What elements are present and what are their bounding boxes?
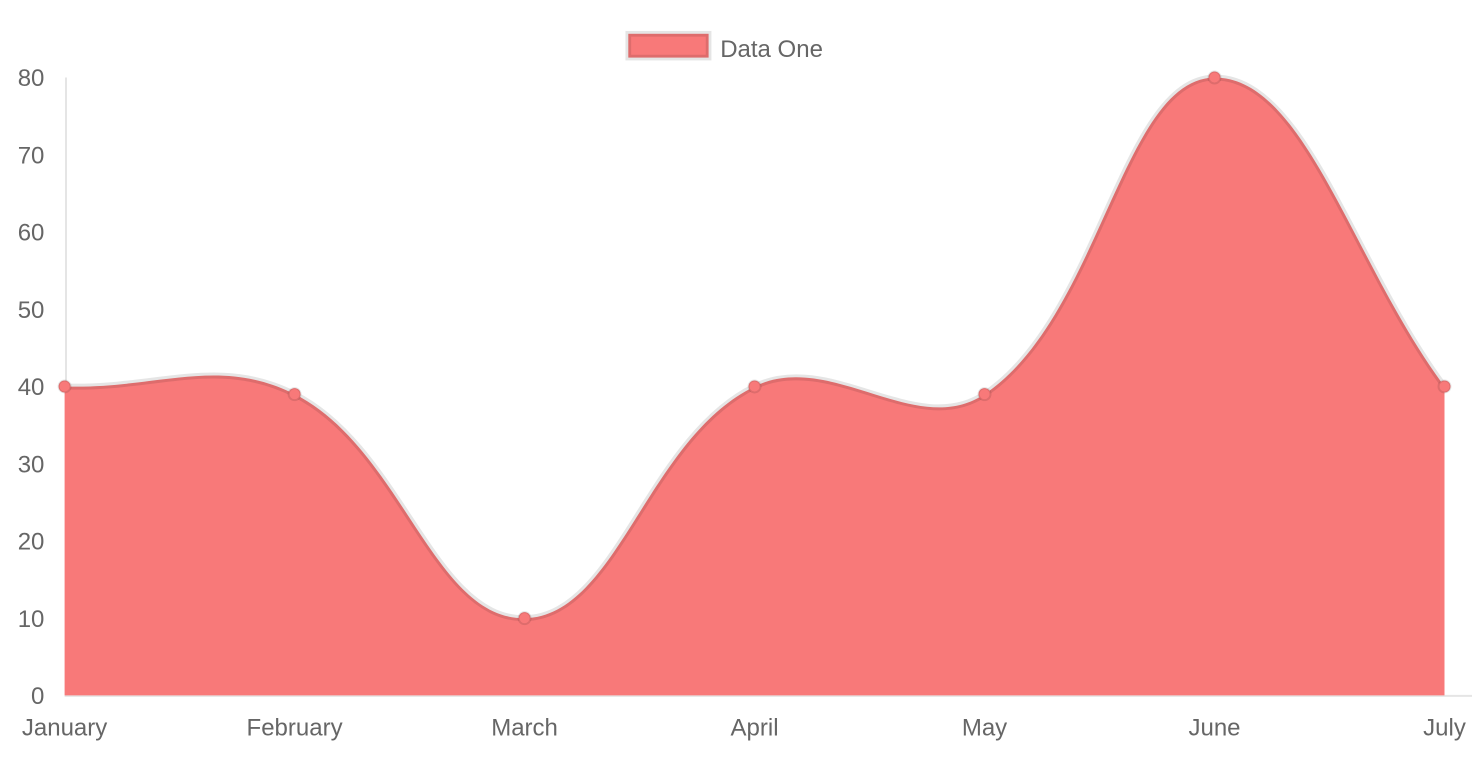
svg-text:February: February (247, 715, 343, 742)
svg-text:50: 50 (18, 297, 45, 324)
svg-text:April: April (731, 715, 779, 742)
svg-text:80: 80 (18, 65, 45, 92)
svg-text:40: 40 (18, 374, 45, 401)
svg-text:January: January (22, 715, 107, 742)
svg-text:May: May (962, 715, 1007, 742)
svg-text:June: June (1188, 715, 1240, 742)
svg-text:70: 70 (18, 142, 45, 169)
svg-text:60: 60 (18, 220, 45, 247)
svg-text:20: 20 (18, 529, 45, 556)
svg-text:July: July (1423, 715, 1466, 742)
svg-text:Data One: Data One (720, 36, 823, 63)
svg-text:30: 30 (18, 451, 45, 478)
svg-text:0: 0 (31, 683, 44, 710)
svg-text:10: 10 (18, 606, 45, 633)
svg-text:March: March (491, 715, 558, 742)
